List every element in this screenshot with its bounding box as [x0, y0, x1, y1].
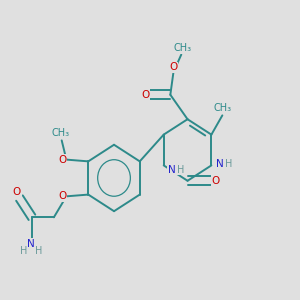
Text: CH₃: CH₃ [213, 103, 231, 113]
Text: H: H [35, 245, 43, 256]
Text: N: N [168, 165, 176, 175]
Text: O: O [13, 188, 21, 197]
Text: O: O [58, 154, 66, 165]
Text: N: N [26, 238, 34, 248]
Text: H: H [177, 165, 184, 175]
Text: O: O [169, 62, 178, 72]
Text: O: O [141, 90, 149, 100]
Text: CH₃: CH₃ [51, 128, 69, 138]
Text: CH₃: CH₃ [174, 43, 192, 53]
Text: O: O [58, 191, 66, 201]
Text: N: N [216, 159, 224, 169]
Text: H: H [225, 159, 232, 169]
Text: H: H [20, 245, 27, 256]
Text: O: O [212, 176, 220, 186]
